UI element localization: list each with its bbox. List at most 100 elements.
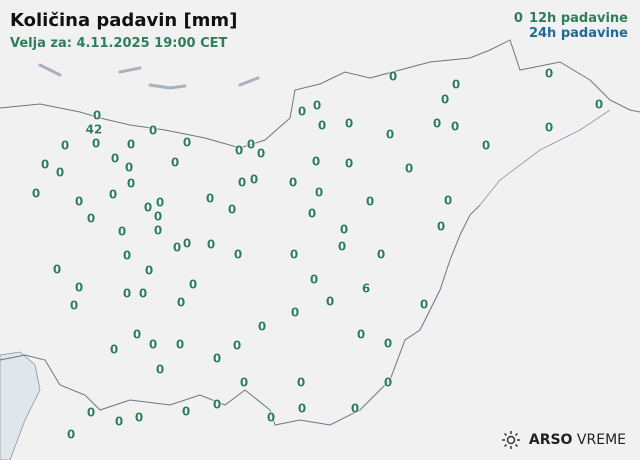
station-value[interactable]: 0 <box>450 119 460 134</box>
station-value[interactable]: 0 <box>206 237 216 252</box>
station-value[interactable]: 0 <box>344 156 354 171</box>
station-value[interactable]: 0 <box>350 401 360 416</box>
station-value[interactable]: 0 <box>40 157 50 172</box>
station-value[interactable]: 0 <box>153 209 163 224</box>
station-value[interactable]: 0 <box>311 154 321 169</box>
station-value[interactable]: 0 <box>176 295 186 310</box>
station-value[interactable]: 0 <box>31 186 41 201</box>
station-value[interactable]: 0 <box>266 410 276 425</box>
station-value[interactable]: 0 <box>155 195 165 210</box>
arso-logo[interactable]: ARSO VREME <box>501 430 626 450</box>
station-value[interactable]: 0 <box>419 297 429 312</box>
station-value[interactable]: 0 <box>134 410 144 425</box>
station-value[interactable]: 0 <box>148 337 158 352</box>
station-value[interactable]: 0 <box>122 286 132 301</box>
station-value[interactable]: 0 <box>383 336 393 351</box>
station-value[interactable]: 0 <box>234 143 244 158</box>
station-value[interactable]: 0 <box>148 123 158 138</box>
station-value[interactable]: 0 <box>212 351 222 366</box>
station-value[interactable]: 0 <box>544 120 554 135</box>
station-value[interactable]: 0 <box>108 187 118 202</box>
station-value[interactable]: 0 <box>181 404 191 419</box>
station-value[interactable]: 0 <box>383 375 393 390</box>
station-value[interactable]: 0 <box>74 280 84 295</box>
station-value[interactable]: 0 <box>288 175 298 190</box>
legend-24h[interactable]: 24h padavine <box>514 26 628 41</box>
station-value[interactable]: 0 <box>309 272 319 287</box>
station-value[interactable]: 0 <box>212 397 222 412</box>
station-value[interactable]: 0 <box>182 236 192 251</box>
station-value[interactable]: 0 <box>132 327 142 342</box>
station-value[interactable]: 0 <box>122 248 132 263</box>
station-value[interactable]: 0 <box>344 116 354 131</box>
station-value[interactable]: 0 <box>296 375 306 390</box>
station-value[interactable]: 0 <box>232 338 242 353</box>
station-value[interactable]: 0 <box>233 247 243 262</box>
station-value[interactable]: 0 <box>256 146 266 161</box>
station-value[interactable]: 0 <box>290 305 300 320</box>
station-value[interactable]: 0 <box>170 155 180 170</box>
station-value[interactable]: 0 <box>376 247 386 262</box>
station-value[interactable]: 0 <box>91 136 101 151</box>
station-value[interactable]: 0 <box>432 116 442 131</box>
station-value[interactable]: 0 <box>436 219 446 234</box>
station-value[interactable]: 0 <box>443 193 453 208</box>
station-value[interactable]: 0 <box>86 405 96 420</box>
station-value[interactable]: 0 <box>155 362 165 377</box>
station-value[interactable]: 42 <box>85 122 103 137</box>
station-value[interactable]: 0 <box>188 277 198 292</box>
station-value[interactable]: 0 <box>451 77 461 92</box>
station-value[interactable]: 0 <box>388 69 398 84</box>
station-value[interactable]: 0 <box>110 151 120 166</box>
station-value[interactable]: 0 <box>440 92 450 107</box>
station-value[interactable]: 0 <box>325 294 335 309</box>
station-value[interactable]: 0 <box>114 414 124 429</box>
station-value[interactable]: 0 <box>594 97 604 112</box>
station-value[interactable]: 0 <box>69 298 79 313</box>
station-value[interactable]: 0 <box>297 104 307 119</box>
station-value[interactable]: 0 <box>237 175 247 190</box>
station-value[interactable]: 0 <box>205 191 215 206</box>
station-value[interactable]: 0 <box>317 118 327 133</box>
station-value[interactable]: 0 <box>404 161 414 176</box>
station-value[interactable]: 0 <box>227 202 237 217</box>
station-value[interactable]: 0 <box>86 211 96 226</box>
station-value[interactable]: 0 <box>356 327 366 342</box>
legend-12h[interactable]: 0 12h padavine <box>514 11 628 26</box>
station-value[interactable]: 0 <box>246 137 256 152</box>
station-value[interactable]: 0 <box>109 342 119 357</box>
station-value[interactable]: 0 <box>289 247 299 262</box>
station-value[interactable]: 0 <box>544 66 554 81</box>
station-value[interactable]: 0 <box>257 319 267 334</box>
station-value[interactable]: 0 <box>307 206 317 221</box>
station-value[interactable]: 0 <box>172 240 182 255</box>
station-value[interactable]: 0 <box>339 222 349 237</box>
station-value[interactable]: 0 <box>314 185 324 200</box>
station-value[interactable]: 6 <box>361 281 371 296</box>
station-value[interactable]: 0 <box>312 98 322 113</box>
station-value[interactable]: 0 <box>126 176 136 191</box>
station-value[interactable]: 0 <box>66 427 76 442</box>
station-value[interactable]: 0 <box>126 137 136 152</box>
station-value[interactable]: 0 <box>365 194 375 209</box>
station-value[interactable]: 0 <box>182 135 192 150</box>
station-value[interactable]: 0 <box>337 239 347 254</box>
station-value[interactable]: 0 <box>138 286 148 301</box>
station-value[interactable]: 0 <box>239 375 249 390</box>
station-value[interactable]: 0 <box>385 127 395 142</box>
station-value[interactable]: 0 <box>74 194 84 209</box>
station-value[interactable]: 0 <box>144 263 154 278</box>
station-value[interactable]: 0 <box>60 138 70 153</box>
station-value[interactable]: 0 <box>92 108 102 123</box>
station-value[interactable]: 0 <box>117 224 127 239</box>
station-value[interactable]: 0 <box>249 172 259 187</box>
station-value[interactable]: 0 <box>55 165 65 180</box>
station-value[interactable]: 0 <box>52 262 62 277</box>
station-value[interactable]: 0 <box>297 401 307 416</box>
station-value[interactable]: 0 <box>481 138 491 153</box>
station-value[interactable]: 0 <box>175 337 185 352</box>
station-value[interactable]: 0 <box>124 160 134 175</box>
station-value[interactable]: 0 <box>153 223 163 238</box>
station-value[interactable]: 0 <box>143 200 153 215</box>
